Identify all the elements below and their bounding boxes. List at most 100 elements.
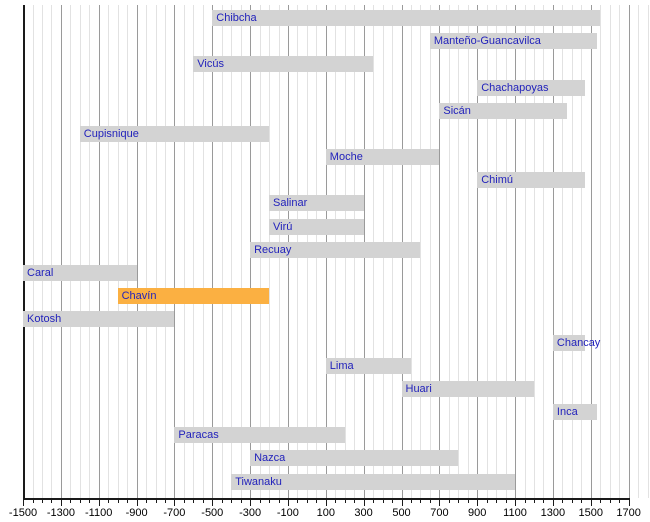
- x-tick-minor: [221, 500, 223, 503]
- x-tick-minor: [127, 500, 129, 503]
- timeline-bar-chibcha: Chibcha: [212, 10, 601, 26]
- timeline-bar-paracas: Paracas: [174, 427, 345, 444]
- timeline-bar-chancay: Chancay: [552, 334, 600, 351]
- bar-label-inca[interactable]: Inca: [556, 406, 578, 419]
- x-tick-label: -900: [125, 507, 148, 519]
- bar-label-huari[interactable]: Huari: [405, 382, 432, 395]
- x-tick-label: 1100: [503, 507, 527, 519]
- x-tick-major: [590, 500, 592, 506]
- bar-label-manteno-guancavilca[interactable]: Manteño-Guancavilca: [433, 35, 541, 48]
- x-tick-minor: [155, 500, 157, 503]
- bar-label-cupisnique[interactable]: Cupisnique: [83, 127, 139, 140]
- x-tick-minor: [600, 500, 602, 503]
- bar-label-chavin[interactable]: Chavín: [121, 290, 157, 303]
- x-tick-minor: [458, 500, 460, 503]
- x-tick-label: 1500: [578, 507, 604, 519]
- gridline-major: [439, 5, 441, 498]
- gridline-minor: [70, 5, 72, 498]
- bar-label-chibcha[interactable]: Chibcha: [216, 12, 257, 24]
- x-tick-minor: [231, 500, 233, 503]
- gridline-minor: [89, 5, 91, 498]
- gridline-minor: [524, 5, 526, 498]
- x-tick-minor: [467, 500, 469, 503]
- x-axis: [23, 498, 630, 500]
- gridline-minor: [155, 5, 157, 498]
- gridline-major: [590, 5, 592, 498]
- gridline-minor: [183, 5, 185, 498]
- bar-label-kotosh[interactable]: Kotosh: [27, 313, 62, 326]
- x-tick-label: -1300: [46, 507, 75, 519]
- bar-label-caral[interactable]: Caral: [27, 267, 54, 279]
- x-tick-minor: [505, 500, 507, 503]
- x-tick-label: -1500: [8, 507, 38, 519]
- gridline-minor: [647, 5, 649, 498]
- x-tick-minor: [146, 500, 147, 503]
- bar-label-chancay[interactable]: Chancay: [556, 336, 601, 349]
- x-tick-minor: [51, 500, 53, 503]
- x-tick-major: [136, 500, 138, 506]
- gridline-minor: [108, 5, 110, 498]
- gridline-minor: [127, 5, 129, 498]
- x-tick-label: 1300: [540, 507, 566, 519]
- y-axis: [23, 5, 25, 500]
- x-tick-label: -1100: [85, 507, 113, 519]
- gridline-minor: [505, 5, 507, 498]
- bar-label-sican[interactable]: Sicán: [443, 104, 471, 117]
- x-tick-major: [552, 500, 554, 506]
- gridline-minor: [543, 5, 545, 498]
- timeline-bar-cupisnique: Cupisnique: [79, 125, 269, 142]
- x-tick-minor: [619, 500, 621, 503]
- gridline-minor: [534, 5, 535, 498]
- x-tick-minor: [269, 500, 270, 503]
- gridline-major: [174, 5, 176, 498]
- gridline-minor: [571, 5, 573, 498]
- gridline-minor: [619, 5, 621, 498]
- timeline-bar-huari: Huari: [401, 380, 534, 397]
- gridline-minor: [117, 5, 119, 498]
- gridline-minor: [32, 5, 34, 498]
- bar-label-chimu[interactable]: Chimú: [481, 174, 513, 187]
- x-tick-minor: [240, 500, 242, 503]
- x-tick-minor: [486, 500, 488, 503]
- x-tick-minor: [32, 500, 34, 503]
- gridline-major: [98, 5, 100, 498]
- gridline-minor: [193, 5, 195, 498]
- x-tick-major: [628, 500, 630, 506]
- x-tick-minor: [429, 500, 431, 503]
- x-tick-minor: [306, 500, 308, 503]
- gridline-major: [628, 5, 630, 498]
- gridline-minor: [581, 5, 583, 498]
- x-tick-major: [515, 500, 516, 506]
- x-tick-minor: [411, 500, 412, 503]
- x-tick-minor: [164, 500, 166, 503]
- x-tick-minor: [382, 500, 384, 503]
- timeline-bar-caral: Caral: [23, 265, 137, 281]
- bar-label-moche[interactable]: Moche: [329, 151, 363, 164]
- gridline-major: [552, 5, 554, 498]
- gridline-minor: [231, 5, 233, 498]
- gridline-minor: [467, 5, 469, 498]
- gridline-minor: [496, 5, 498, 498]
- x-tick-minor: [259, 500, 261, 503]
- bar-label-vicus[interactable]: Vicús: [197, 58, 224, 71]
- bar-label-chachapoyas[interactable]: Chachapoyas: [481, 81, 549, 94]
- gridline-minor: [429, 5, 431, 498]
- bar-label-lima[interactable]: Lima: [329, 359, 354, 372]
- bar-label-tiwanaku[interactable]: Tiwanaku: [235, 475, 282, 488]
- bar-label-recuay[interactable]: Recuay: [254, 243, 292, 256]
- timeline-bar-chimu: Chimú: [477, 172, 586, 189]
- x-tick-minor: [316, 500, 318, 503]
- gridline-minor: [51, 5, 53, 498]
- bar-label-paracas[interactable]: Paracas: [178, 429, 219, 442]
- timeline-bar-chachapoyas: Chachapoyas: [477, 79, 586, 96]
- bar-label-salinar[interactable]: Salinar: [273, 197, 308, 210]
- x-tick-minor: [183, 500, 185, 503]
- x-tick-minor: [448, 500, 450, 503]
- timeline-bar-viru: Virú: [269, 218, 364, 235]
- x-tick-minor: [496, 500, 498, 503]
- bar-label-viru[interactable]: Virú: [273, 220, 293, 233]
- timeline-bar-recuay: Recuay: [250, 241, 421, 258]
- bar-label-nazca[interactable]: Nazca: [254, 452, 286, 465]
- gridline-minor: [562, 5, 564, 498]
